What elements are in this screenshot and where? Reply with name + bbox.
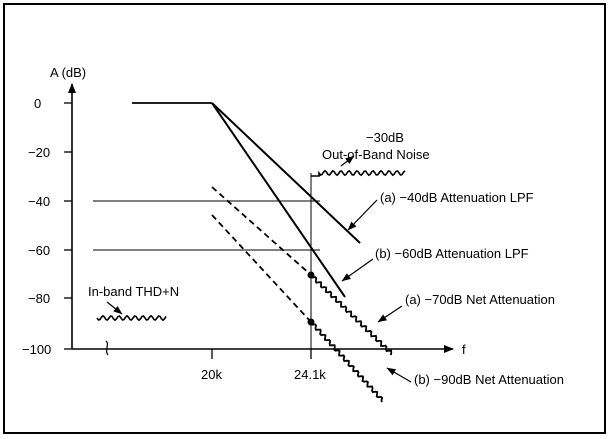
- net-a-point: [307, 271, 315, 279]
- net-b-leader: [386, 367, 412, 383]
- figure-border: [3, 3, 606, 434]
- net-a-label: (a) −70dB Net Attenuation: [405, 292, 555, 307]
- lpf-a-label: (a) −40dB Attenuation LPF: [380, 190, 534, 205]
- x-axis-label: f: [462, 342, 466, 357]
- net-a-leader: [377, 305, 403, 323]
- out-of-band-noise-wave: [311, 169, 406, 177]
- y-tick-label-80: −80: [28, 291, 50, 306]
- inband-label: In-band THD+N: [88, 284, 179, 299]
- inband-noise-wave: [96, 314, 167, 322]
- lpf-b-label: (b) −60dB Attenuation LPF: [375, 246, 529, 261]
- y-tick-label-100: −100: [22, 342, 51, 357]
- y-tick-label-40: −40: [28, 194, 50, 209]
- net-a-dashed: [211, 186, 312, 276]
- net-b-dashed: [211, 214, 312, 323]
- x-tick-label-24k: 24.1k: [294, 367, 326, 382]
- axis-break-symbol: [105, 340, 109, 356]
- inband-leader-arrow: [106, 301, 123, 315]
- lpf-a-curve: [211, 102, 361, 244]
- y-axis-label: A (dB): [50, 65, 86, 80]
- y-tick-label-0: 0: [34, 96, 41, 111]
- x-tick-label-20k: 20k: [201, 367, 222, 382]
- net-a-noise-curve: [309, 274, 393, 356]
- net-b-point: [307, 318, 315, 326]
- net-b-noise-curve: [309, 321, 384, 403]
- net-b-label: (b) −90dB Net Attenuation: [414, 372, 564, 387]
- lpf-a-leader: [347, 199, 378, 231]
- y-tick-label-60: −60: [28, 243, 50, 258]
- noise-leader-arrow: [340, 155, 355, 167]
- lpf-b-leader: [341, 258, 374, 282]
- noise-label: Out-of-Band Noise: [322, 147, 430, 162]
- noise-level-label: −30dB: [366, 130, 404, 145]
- y-tick-label-20: −20: [28, 145, 50, 160]
- lpf-b-curve: [211, 102, 346, 298]
